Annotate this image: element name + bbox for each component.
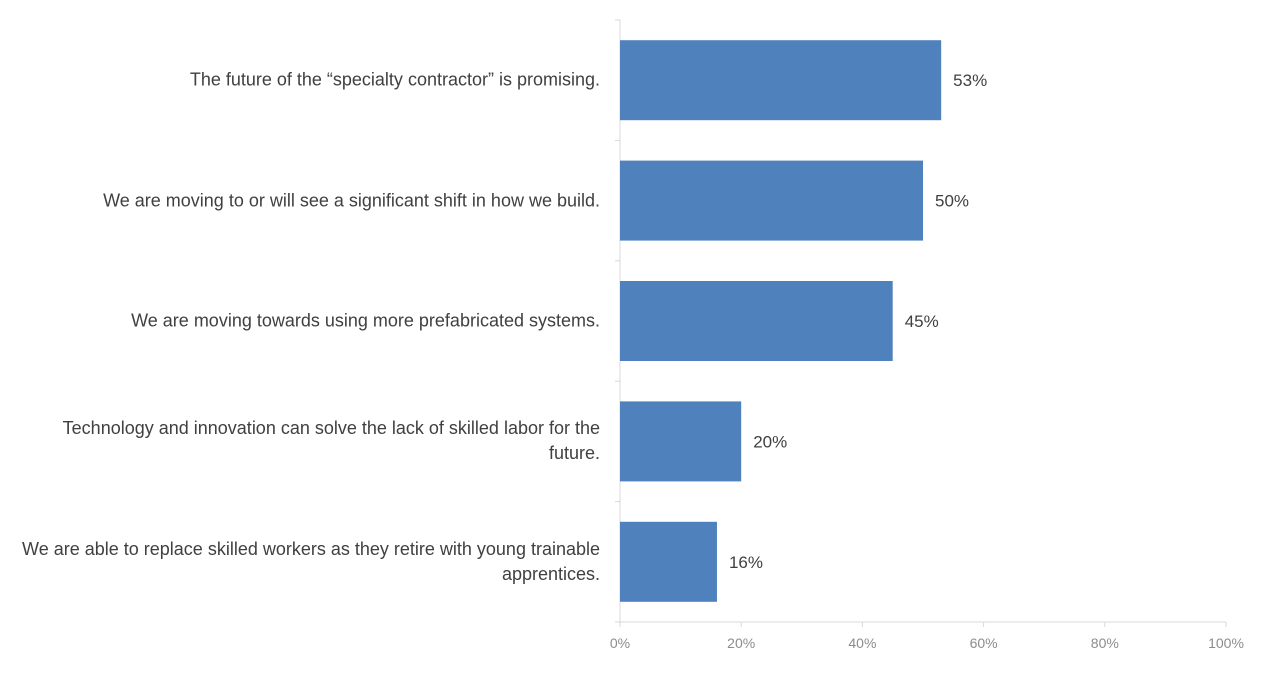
bar: [620, 401, 742, 482]
bar: [620, 160, 923, 241]
x-tick-label: 40%: [848, 635, 876, 651]
data-label: 45%: [905, 312, 939, 331]
data-label: 53%: [953, 71, 987, 90]
x-tick-label: 80%: [1091, 635, 1119, 651]
bar: [620, 40, 942, 121]
x-tick-label: 0%: [610, 635, 630, 651]
bar: [620, 521, 717, 602]
data-label: 50%: [935, 192, 969, 211]
bar: [620, 281, 893, 361]
x-tick-label: 60%: [970, 635, 998, 651]
category-label: Technology and innovation can solve the …: [62, 418, 600, 464]
category-label: The future of the “specialty contractor”…: [189, 69, 600, 90]
category-label: We are able to replace skilled workers a…: [22, 538, 600, 584]
x-tick-label: 20%: [727, 635, 755, 651]
data-label: 20%: [753, 432, 787, 451]
x-tick-label: 100%: [1208, 635, 1244, 651]
category-label: We are moving to or will see a significa…: [103, 190, 600, 211]
data-label: 16%: [729, 553, 763, 572]
category-label: We are moving towards using more prefabr…: [131, 310, 600, 331]
